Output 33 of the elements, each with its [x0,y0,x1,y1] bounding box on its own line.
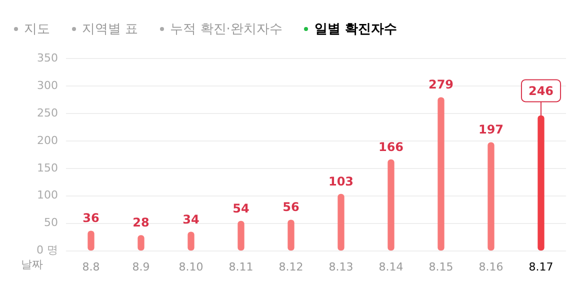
x-tick-label: 8.12 [278,260,304,274]
data-label: 28 [132,216,150,230]
text: 누적 확진·완치자수 [170,21,282,38]
text: 지도 [24,21,50,38]
text: 지역별 표 [82,21,138,38]
y-tick-label: 50 [44,216,58,230]
data-label: 34 [182,212,200,226]
data-label: 166 [378,140,404,154]
x-tick-label: 8.9 [132,260,150,274]
x-tick-label: 8.11 [228,260,254,274]
y-tick-label: 350 [37,51,58,64]
y-tick-label: 100 [37,188,58,202]
data-label: 246 [528,84,554,98]
y-tick-label: 250 [37,106,58,120]
x-axis-title: 날짜 [21,258,43,272]
x-tick-label: 8.14 [378,260,404,274]
data-label: 54 [232,201,250,216]
x-tick-label: 8.13 [328,260,354,274]
y-tick-label: 150 [37,161,58,174]
x-tick-label: 8.8 [82,260,100,274]
y-tick-label: 200 [37,134,58,147]
data-label: 36 [82,211,100,226]
x-tick-label: 8.17 [528,260,554,274]
data-label: 197 [478,122,504,137]
data-label: 56 [282,200,300,214]
x-tick-label: 8.15 [428,260,454,274]
x-tick-label: 8.10 [178,260,204,274]
data-label: 279 [428,78,454,92]
y-tick-label: 0 명 [36,244,58,257]
chart-title: 일별 확진자수 [314,21,397,38]
data-label: 103 [328,174,354,188]
x-tick-label: 8.16 [478,260,504,274]
y-tick-label: 300 [37,78,58,92]
